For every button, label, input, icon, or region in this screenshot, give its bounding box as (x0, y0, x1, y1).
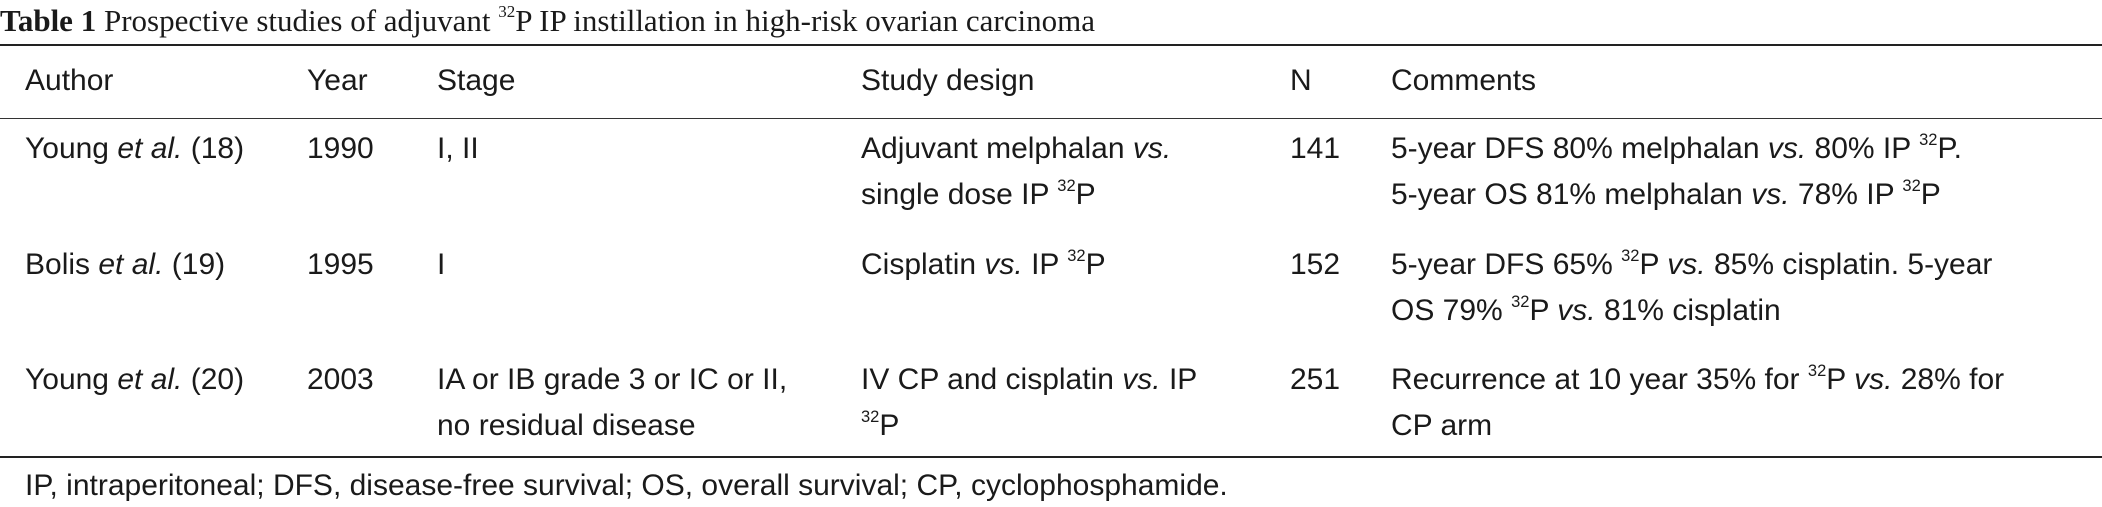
table-header-row: Author Year Stage Study design N Comment… (0, 58, 2102, 104)
table-header-rule (0, 118, 2102, 119)
year-cell: 1995 (307, 248, 374, 281)
design-line: single dose IP 32P (861, 176, 1096, 211)
stage-line: I (437, 248, 446, 281)
author-etal: et al. (117, 363, 183, 396)
comments-cell: 5-year DFS 65% 32P vs. 85% cisplatin. 5-… (1391, 242, 1992, 334)
header-n: N (1290, 64, 1312, 97)
study-design-cell: IV CP and cisplatin vs. IP 32P (861, 357, 1197, 449)
author-reference: (19) (171, 248, 226, 281)
author-name: Bolis (25, 248, 91, 281)
comments-line: 5-year OS 81% melphalan vs. 78% IP 32P (1391, 176, 1941, 211)
n-cell: 251 (1290, 363, 1341, 396)
author-reference: (18) (190, 132, 245, 165)
author-etal: et al. (98, 248, 164, 281)
header-author: Author (25, 64, 114, 97)
author-cell: Young et al. (20) (25, 357, 244, 403)
caption-superscript: 32 (498, 2, 516, 22)
header-year: Year (307, 64, 368, 97)
stage-line: I, II (437, 132, 479, 165)
author-name: Young (25, 132, 109, 165)
table-top-rule (0, 44, 2102, 46)
table-caption: Table 1 Prospective studies of adjuvant … (0, 2, 1095, 42)
table-row: Bolis et al. (19) 1995 I Cisplatin vs. I… (0, 242, 2102, 334)
study-design-cell: Adjuvant melphalan vs. single dose IP 32… (861, 126, 1171, 218)
comments-line: CP arm (1391, 409, 1493, 442)
author-cell: Bolis et al. (19) (25, 242, 225, 288)
design-line: Cisplatin vs. IP 32P (861, 246, 1106, 281)
n-cell: 141 (1290, 132, 1341, 165)
author-etal: et al. (117, 132, 183, 165)
table-row: Young et al. (18) 1990 I, II Adjuvant me… (0, 126, 2102, 218)
caption-label: Table 1 (0, 3, 97, 38)
comments-line: Recurrence at 10 year 35% for 32P vs. 28… (1391, 361, 2005, 396)
stage-line: no residual disease (437, 409, 696, 442)
author-cell: Young et al. (18) (25, 126, 244, 172)
comments-cell: Recurrence at 10 year 35% for 32P vs. 28… (1391, 357, 2004, 449)
n-cell: 152 (1290, 248, 1341, 281)
comments-line: OS 79% 32P vs. 81% cisplatin (1391, 292, 1781, 327)
design-line: 32P (861, 407, 900, 442)
stage-line: IA or IB grade 3 or IC or II, (437, 363, 788, 396)
study-design-cell: Cisplatin vs. IP 32P (861, 242, 1106, 288)
header-stage: Stage (437, 64, 516, 97)
design-line: IV CP and cisplatin vs. IP (861, 363, 1198, 396)
year-cell: 1990 (307, 132, 374, 165)
table-row: Young et al. (20) 2003 IA or IB grade 3 … (0, 357, 2102, 449)
stage-cell: I (437, 242, 445, 288)
author-name: Young (25, 363, 109, 396)
author-reference: (20) (190, 363, 245, 396)
stage-cell: IA or IB grade 3 or IC or II, no residua… (437, 357, 787, 449)
header-comments: Comments (1391, 64, 1537, 97)
caption-text-before: Prospective studies of adjuvant (103, 3, 491, 38)
caption-text-after: P IP instillation in high-risk ovarian c… (515, 3, 1096, 38)
table-bottom-rule (0, 456, 2102, 458)
comments-line: 5-year DFS 80% melphalan vs. 80% IP 32P. (1391, 130, 1962, 165)
comments-line: 5-year DFS 65% 32P vs. 85% cisplatin. 5-… (1391, 246, 1993, 281)
stage-cell: I, II (437, 126, 479, 172)
design-line: Adjuvant melphalan vs. (861, 132, 1172, 165)
comments-cell: 5-year DFS 80% melphalan vs. 80% IP 32P.… (1391, 126, 1962, 218)
header-study-design: Study design (861, 64, 1035, 97)
table-footnote: IP, intraperitoneal; DFS, disease-free s… (25, 469, 1228, 502)
year-cell: 2003 (307, 363, 374, 396)
